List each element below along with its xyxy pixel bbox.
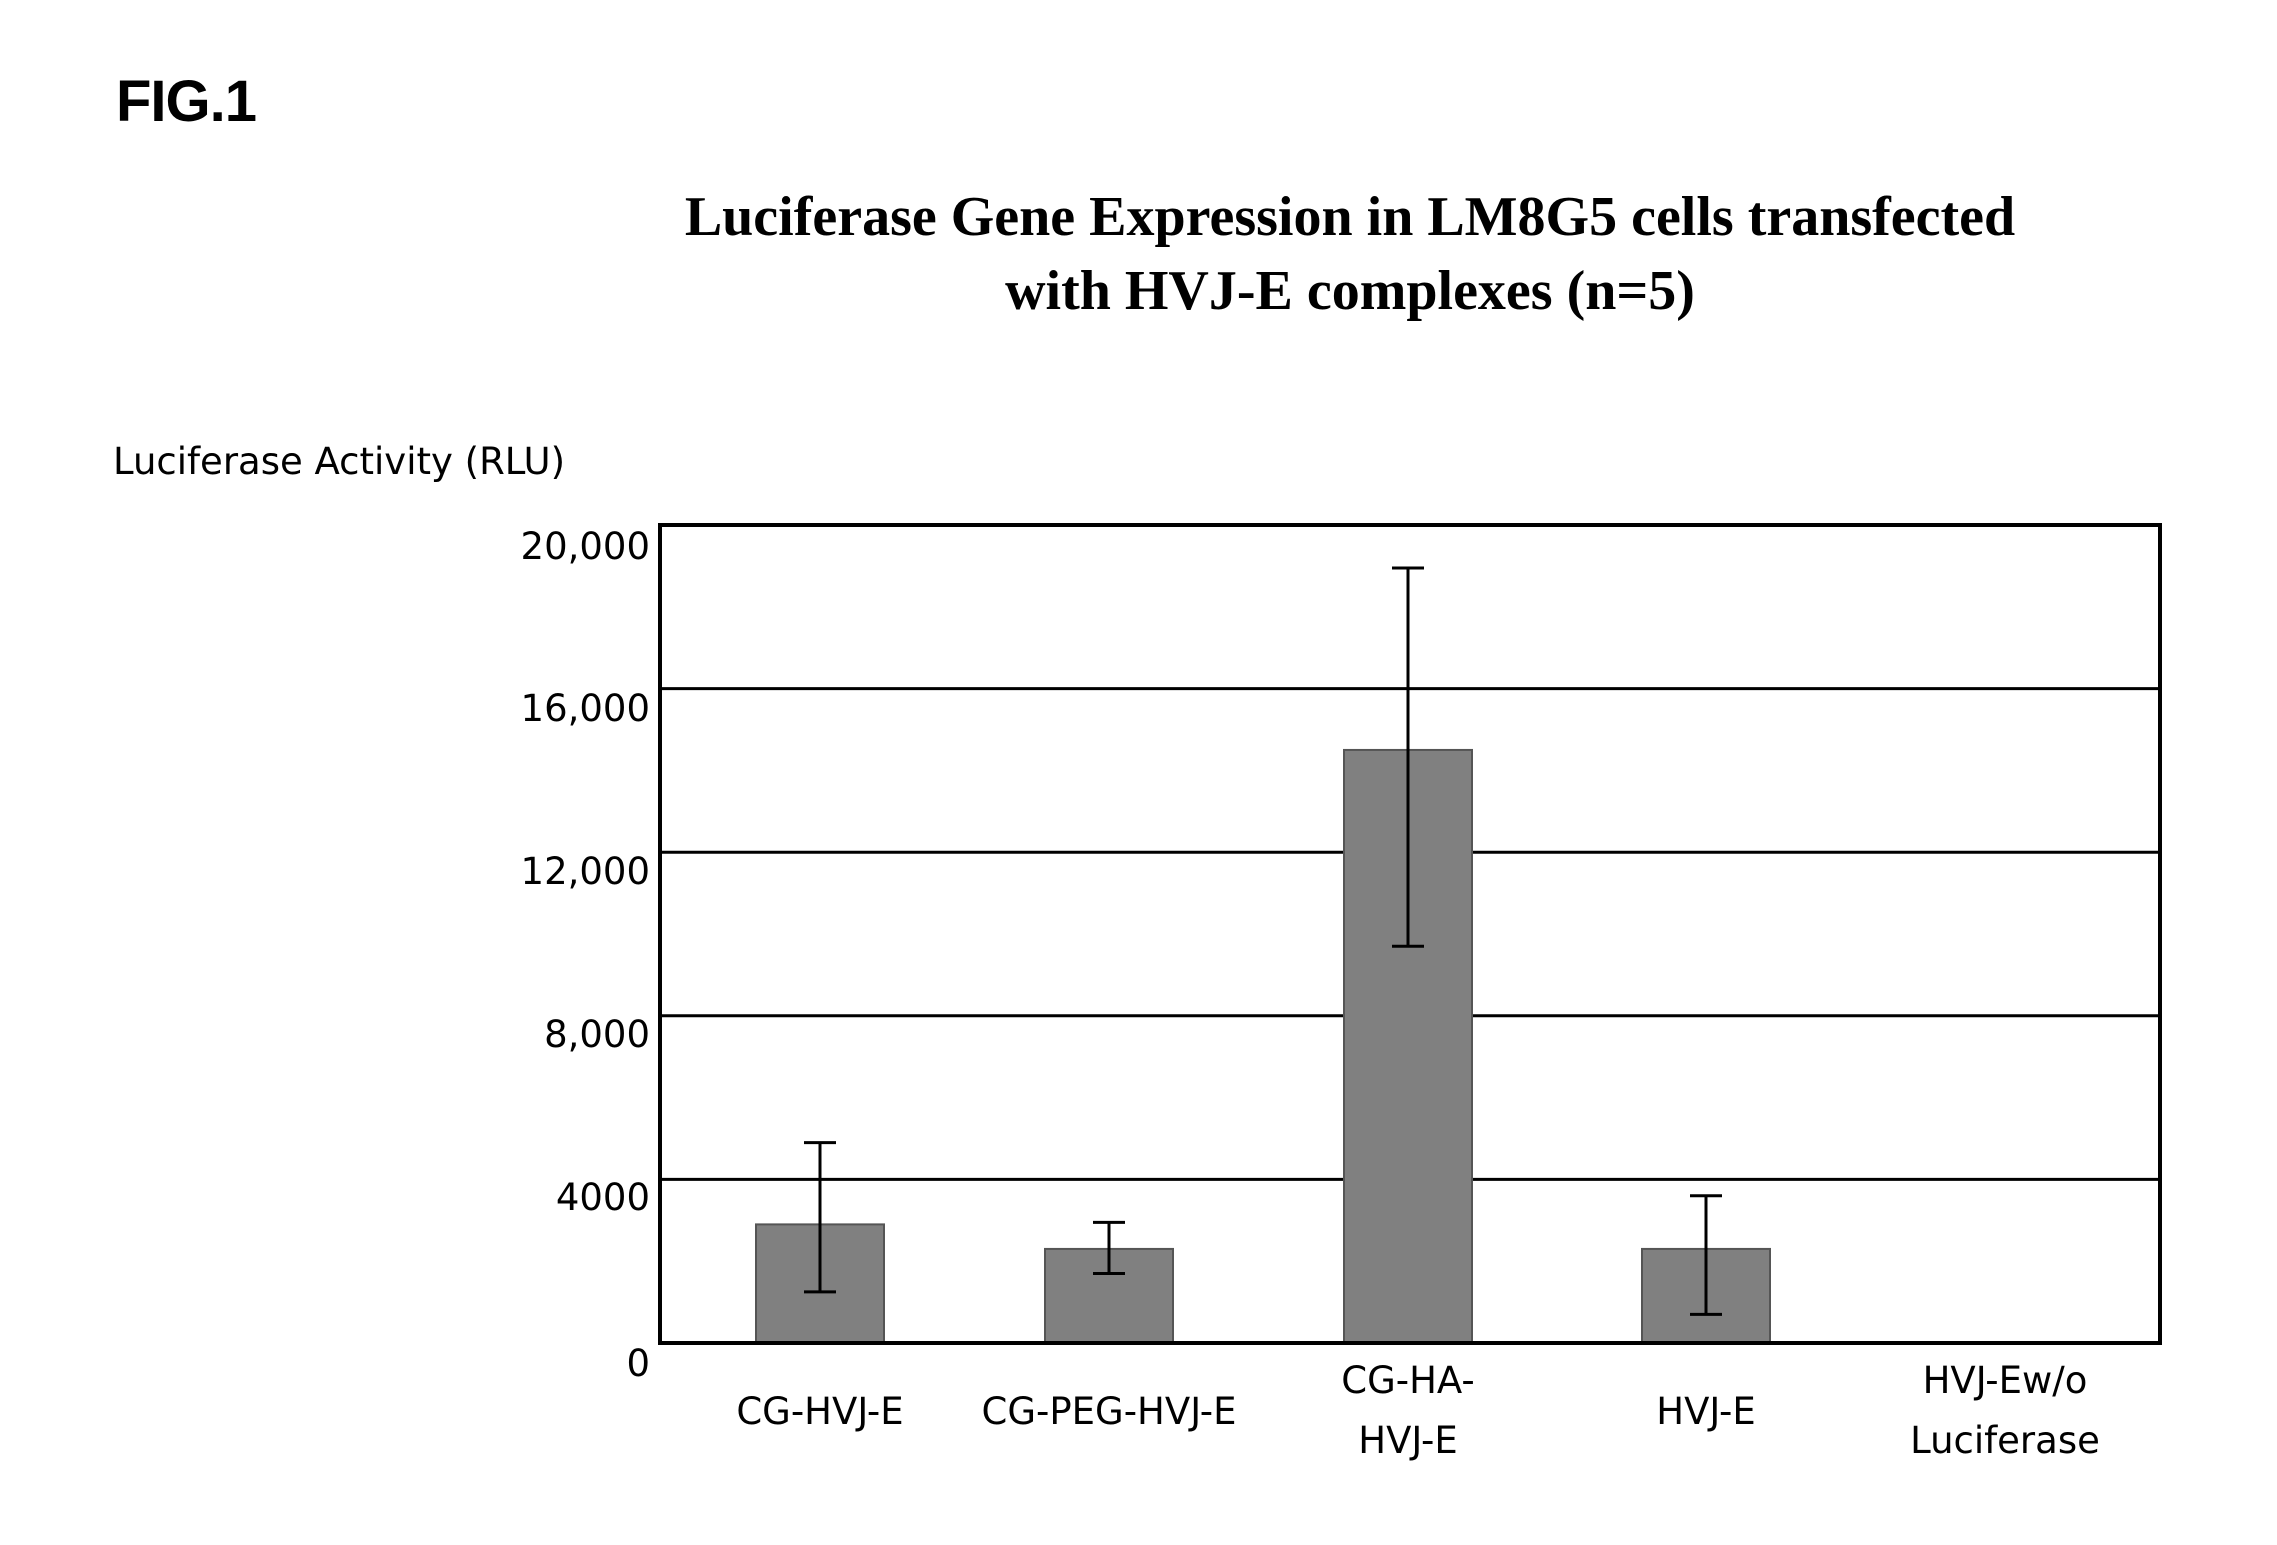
y-tick-label-4: 16,000 — [521, 687, 650, 730]
bar-chart: 040008,00012,00016,00020,000 CG-HVJ-ECG-… — [0, 0, 2277, 1545]
category-labels: CG-HVJ-E CG-PEG-HVJ-E CG-HA- HVJ-E HVJ-E HVJ-… — [736, 1359, 2100, 1462]
y-tick-label-3: 12,000 — [521, 850, 650, 893]
y-tick-label-0: 0 — [626, 1342, 650, 1385]
y-tick-label-5: 20,000 — [521, 525, 650, 568]
category-label-1-0: CG-PEG-HVJ-E — [981, 1390, 1236, 1433]
category-label-4-0: HVJ-Ew/o — [1923, 1359, 2088, 1402]
category-label-4-1: Luciferase — [1910, 1419, 2100, 1462]
error-bars — [804, 568, 1722, 1314]
y-tick-label-2: 8,000 — [544, 1013, 650, 1056]
y-tick-label-1: 4000 — [556, 1176, 650, 1219]
category-label-0-0: CG-HVJ-E — [736, 1390, 903, 1433]
y-tick-labels: 0 4000 8,000 12,000 16,000 20,000 — [521, 525, 650, 1385]
bars — [756, 750, 1770, 1343]
category-label-2-1: HVJ-E — [1358, 1419, 1457, 1462]
category-label-3-0: HVJ-E — [1656, 1390, 1755, 1433]
category-label-2-0: CG-HA- — [1341, 1359, 1475, 1402]
